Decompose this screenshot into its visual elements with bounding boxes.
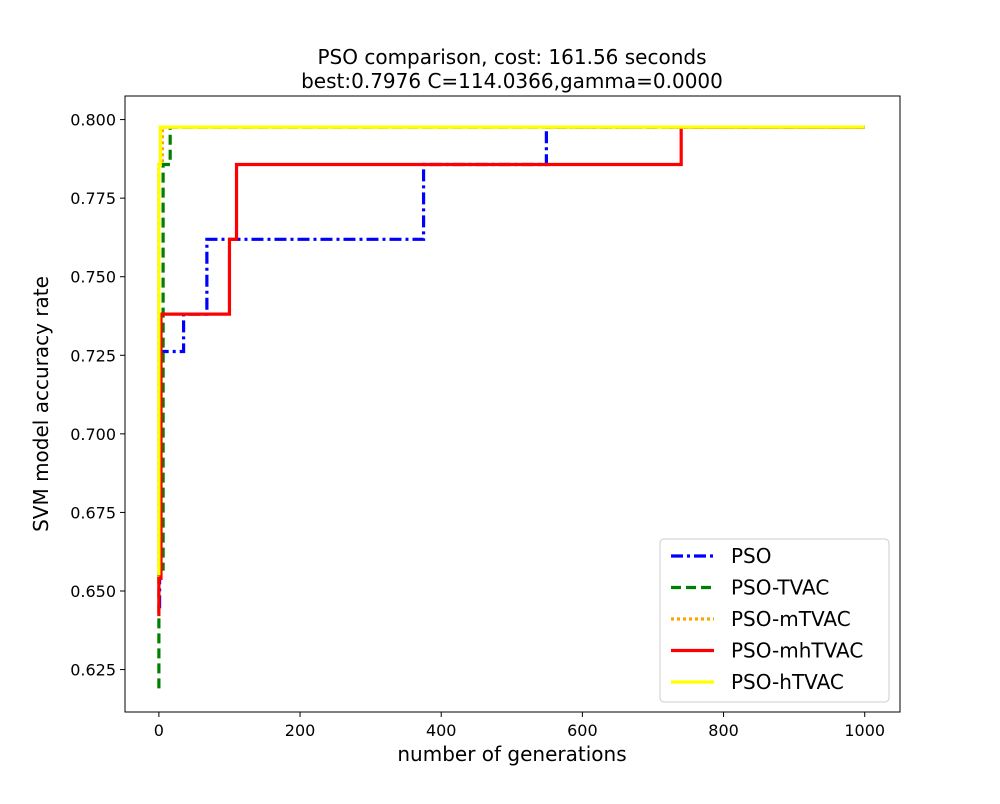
- x-tick-label: 600: [567, 721, 598, 740]
- x-tick-label: 0: [154, 721, 164, 740]
- legend-label-4: PSO-mhTVAC: [731, 639, 863, 663]
- legend-label-5: PSO-hTVAC: [731, 670, 844, 694]
- y-tick-label: 0.775: [70, 189, 116, 208]
- x-axis-label: number of generations: [397, 742, 626, 766]
- legend: PSO PSO-TVAC PSO-mTVAC PSO-mhTVAC PSO-hTVAC: [659, 538, 890, 703]
- series-line-4: [157, 125, 865, 617]
- legend-box: [659, 538, 890, 703]
- y-tick-label: 0.650: [70, 582, 116, 601]
- y-tick-label: 0.800: [70, 111, 116, 130]
- legend-label-1: PSO: [731, 544, 772, 568]
- y-tick-label: 0.700: [70, 425, 116, 444]
- legend-label-3: PSO-mTVAC: [731, 607, 851, 631]
- x-tick-label: 400: [426, 721, 457, 740]
- legend-label-2: PSO-TVAC: [731, 576, 829, 600]
- x-tick-label: 200: [285, 721, 316, 740]
- series-line-5: [157, 125, 865, 576]
- y-tick-label: 0.675: [70, 503, 116, 522]
- chart-title: PSO comparison, cost: 161.56 seconds: [317, 45, 706, 69]
- x-tick-label: 1000: [844, 721, 885, 740]
- x-tick-label: 800: [708, 721, 739, 740]
- y-tick-label: 0.725: [70, 346, 116, 365]
- y-axis-label: SVM model accuracy rate: [29, 276, 53, 532]
- plot-frame: [124, 95, 901, 713]
- y-tick-label: 0.750: [70, 268, 116, 287]
- y-tick-label: 0.625: [70, 661, 116, 680]
- chart-subtitle: best:0.7976 C=114.0366,gamma=0.0000: [301, 69, 723, 93]
- ticks-layer: 0 200 400 600 800 1000 0.625 0.650 0.675 0.700 0.7…: [70, 111, 885, 740]
- legend-items: PSO PSO-TVAC PSO-mTVAC PSO-mhTVAC PSO-hTVAC: [671, 544, 863, 694]
- series-layer: [157, 125, 865, 689]
